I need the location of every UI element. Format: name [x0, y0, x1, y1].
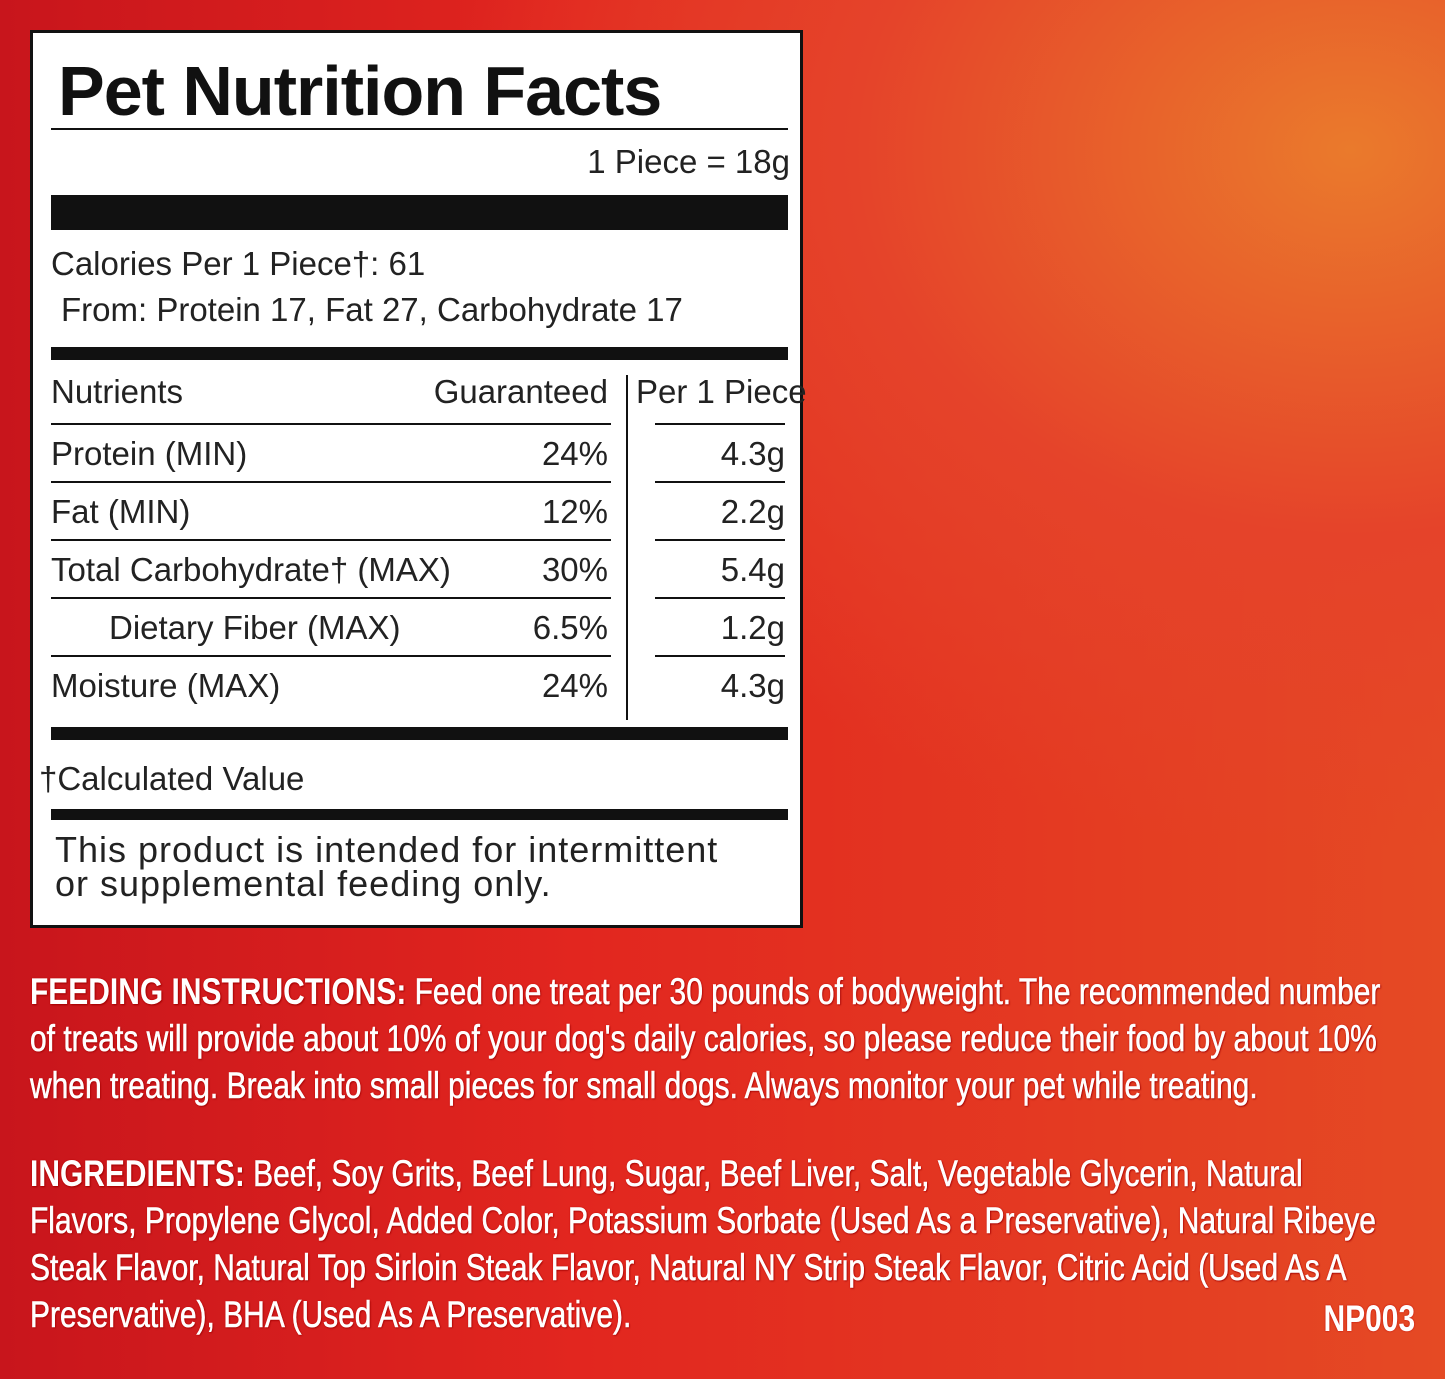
product-code: NP003: [1323, 1298, 1415, 1339]
ingredients: INGREDIENTS: Beef, Soy Grits, Beef Lung,…: [30, 1150, 1407, 1338]
guaranteed-value: 6.5%: [532, 609, 608, 646]
column-divider: [626, 375, 628, 720]
nutrient-name: Protein (MIN): [51, 435, 248, 472]
row-rule: [655, 423, 785, 425]
notice: This product is intended for intermitten…: [55, 829, 719, 904]
guaranteed-value: 30%: [541, 551, 608, 588]
feeding-text: Feed one treat per 30 pounds of bodyweig…: [30, 971, 1381, 1107]
footnote: †Calculated Value: [39, 760, 305, 797]
row-rule: [655, 539, 785, 541]
panel-title: Pet Nutrition Facts: [58, 52, 662, 130]
per-piece-value: 4.3g: [720, 667, 785, 704]
ingredients-text: Beef, Soy Grits, Beef Lung, Sugar, Beef …: [30, 1153, 1376, 1336]
nutrient-name: Fat (MIN): [51, 493, 191, 530]
row-rule: [655, 597, 785, 599]
ingredients-label: INGREDIENTS:: [30, 1153, 245, 1194]
per-piece-value: 2.2g: [720, 493, 785, 530]
row-rule: [51, 539, 611, 541]
per-piece-value: 4.3g: [720, 435, 785, 472]
nutrition-panel: Pet Nutrition Facts 1 Piece = 18g Calori…: [30, 30, 807, 928]
calories-from: From: Protein 17, Fat 27, Carbohydrate 1…: [61, 291, 683, 328]
feeding-instructions: FEEDING INSTRUCTIONS: Feed one treat per…: [30, 968, 1407, 1109]
calories: Calories Per 1 Piece†: 61: [51, 245, 426, 282]
serving-size: 1 Piece = 18g: [587, 143, 790, 180]
nutrient-name: Moisture (MAX): [51, 667, 281, 704]
header-cell: Nutrients: [51, 373, 184, 410]
row-rule: [655, 481, 785, 483]
rule: [51, 128, 788, 130]
header-cell: Guaranteed: [433, 373, 608, 410]
per-piece-value: 5.4g: [720, 551, 785, 588]
thick-bar: [51, 195, 788, 230]
guaranteed-value: 24%: [541, 435, 608, 472]
guaranteed-value: 12%: [541, 493, 608, 530]
bar: [51, 809, 788, 820]
feeding-label: FEEDING INSTRUCTIONS:: [30, 971, 407, 1012]
per-piece-value: 1.2g: [720, 609, 785, 646]
row-rule: [51, 597, 611, 599]
row-rule: [655, 655, 785, 657]
row-rule: [51, 423, 611, 425]
bar: [51, 727, 788, 740]
guaranteed-value: 24%: [541, 667, 608, 704]
row-rule: [51, 481, 611, 483]
row-rule: [51, 655, 611, 657]
nutrient-name: Total Carbohydrate† (MAX): [51, 551, 451, 588]
nutrient-name: Dietary Fiber (MAX): [109, 609, 401, 646]
bar: [51, 347, 788, 360]
header-cell: Per 1 Piece: [636, 373, 807, 410]
